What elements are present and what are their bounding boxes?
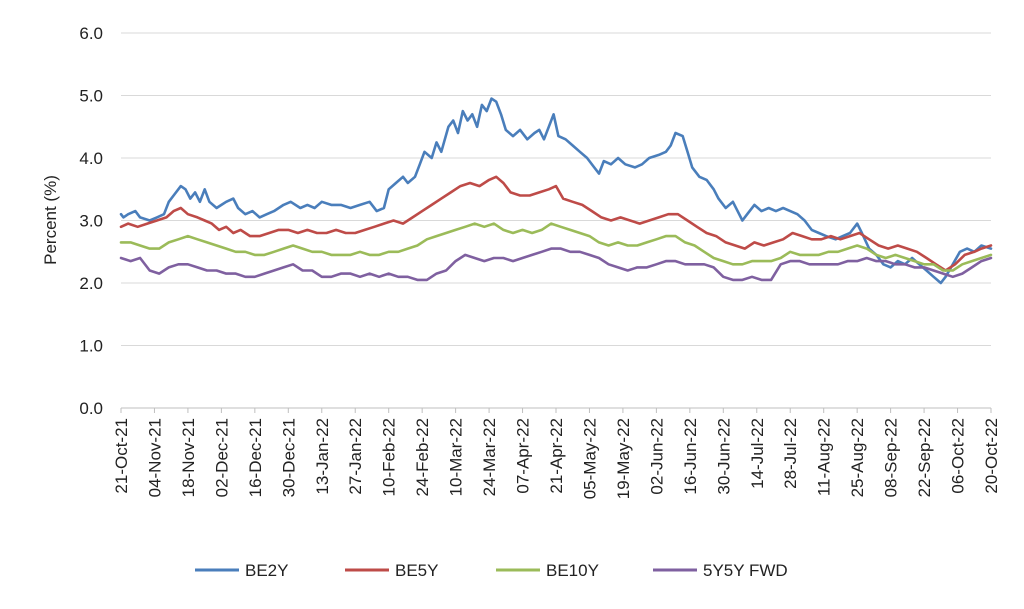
- legend: BE2Y BE5Y BE10Y 5Y5Y FWD: [195, 561, 788, 580]
- legend-label: BE2Y: [245, 561, 288, 580]
- x-tick-label: 21-Apr-22: [547, 418, 566, 494]
- x-tick-label: 20-Oct-22: [982, 418, 1001, 494]
- y-tick-label: 6.0: [79, 24, 103, 43]
- x-tick-label: 14-Jul-22: [748, 418, 767, 489]
- x-tick-label: 24-Feb-22: [413, 418, 432, 496]
- y-tick-label: 1.0: [79, 337, 103, 356]
- y-axis-title: Percent (%): [41, 175, 60, 265]
- x-tick-label: 30-Jun-22: [714, 418, 733, 495]
- x-tick-label: 25-Aug-22: [848, 418, 867, 497]
- x-tick-label: 18-Nov-21: [179, 418, 198, 497]
- legend-label: BE5Y: [395, 561, 438, 580]
- x-tick-label: 24-Mar-22: [480, 418, 499, 496]
- legend-label: BE10Y: [546, 561, 599, 580]
- x-tick-label: 05-May-22: [580, 418, 599, 499]
- y-tick-label: 2.0: [79, 274, 103, 293]
- axes: [120, 407, 992, 413]
- gridlines: [121, 32, 991, 346]
- series-lines: [119, 97, 993, 285]
- x-tick-label: 02-Jun-22: [647, 418, 666, 495]
- series-line-be10y: [119, 222, 993, 272]
- x-tick-label: 08-Sep-22: [882, 418, 901, 497]
- x-tick-label: 11-Aug-22: [815, 418, 834, 496]
- y-tick-label: 4.0: [79, 149, 103, 168]
- x-tick-label: 06-Oct-22: [949, 418, 968, 494]
- legend-label: 5Y5Y FWD: [703, 561, 788, 580]
- y-tick-label: 3.0: [79, 212, 103, 231]
- series-line-5y5y-fwd: [119, 247, 993, 282]
- x-tick-label: 02-Dec-21: [212, 418, 231, 497]
- x-tick-label: 16-Dec-21: [246, 418, 265, 497]
- x-tick-label: 28-Jul-22: [781, 418, 800, 489]
- tick-labels: 0.0 1.0 2.0 3.0 4.0 5.0 6.0 21-Oct-21 04-Nov-21 1…: [79, 24, 1001, 499]
- x-tick-label: 13-Jan-22: [313, 418, 332, 495]
- x-tick-label: 21-Oct-21: [112, 418, 131, 494]
- x-tick-label: 04-Nov-21: [145, 418, 164, 497]
- series-line-be5y: [119, 175, 993, 272]
- series-line-be2y: [119, 97, 993, 285]
- y-tick-label: 0.0: [79, 399, 103, 418]
- x-tick-label: 19-May-22: [614, 418, 633, 499]
- x-tick-label: 22-Sep-22: [915, 418, 934, 497]
- x-tick-label: 27-Jan-22: [346, 418, 365, 495]
- x-tick-label: 30-Dec-21: [279, 418, 298, 497]
- x-tick-label: 10-Feb-22: [380, 418, 399, 496]
- x-tick-label: 10-Mar-22: [447, 418, 466, 496]
- y-tick-label: 5.0: [79, 87, 103, 106]
- x-tick-label: 07-Apr-22: [514, 418, 533, 494]
- x-tick-label: 16-Jun-22: [681, 418, 700, 495]
